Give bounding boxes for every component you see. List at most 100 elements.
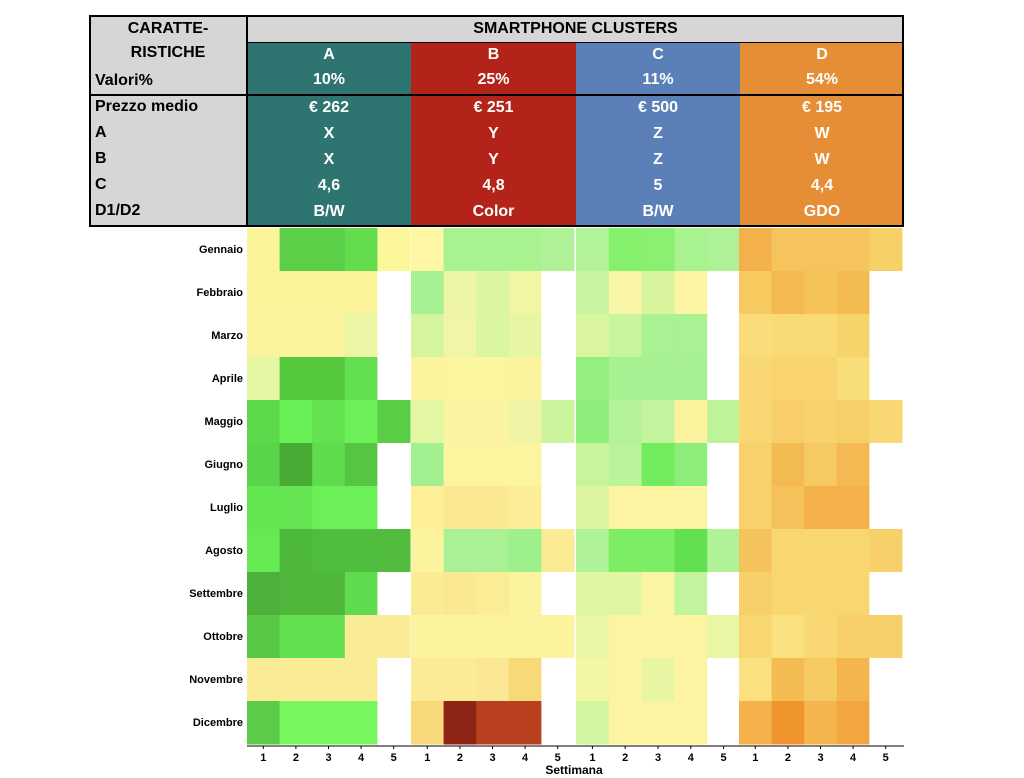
heat-cell: [576, 615, 610, 659]
heat-cell: [804, 400, 838, 444]
heat-cell: [804, 486, 838, 530]
cluster-d1d2: B/W: [313, 203, 345, 220]
heat-cell: [869, 658, 903, 702]
heat-cell: [608, 615, 643, 659]
characteristics-header: CARATTE- RISTICHE Valori%: [89, 15, 247, 95]
heat-cell: [508, 529, 542, 573]
heat-cell: [641, 615, 675, 659]
heat-cell: [674, 314, 708, 358]
heat-cell: [312, 658, 346, 702]
heat-cell: [707, 529, 741, 573]
characteristics-header-line2: RISTICHE: [130, 44, 206, 61]
heat-cell: [869, 486, 903, 530]
month-label: Gennaio: [199, 244, 243, 256]
week-label: 4: [522, 752, 529, 764]
heat-cell: [576, 443, 610, 487]
heat-cell: [476, 615, 510, 659]
week-label: 3: [489, 752, 495, 764]
heat-cell: [836, 701, 870, 745]
heat-cell: [476, 572, 510, 616]
heat-cell: [377, 615, 411, 659]
heat-cell: [576, 572, 610, 616]
heat-cell: [707, 228, 741, 272]
heat-cell: [608, 529, 643, 573]
heat-cell: [771, 486, 805, 530]
month-label: Marzo: [211, 330, 243, 342]
heat-cell: [541, 701, 575, 745]
cluster-column-a: A 10% € 262 X X 4,6 B/W: [247, 43, 411, 227]
cluster-d1d2: GDO: [803, 203, 841, 220]
week-label: 1: [424, 752, 430, 764]
table-divider-horizontal: [89, 94, 904, 96]
heat-cell: [541, 400, 575, 444]
cluster-a: X: [323, 125, 335, 142]
heat-cell: [508, 271, 542, 315]
heat-cell: [541, 314, 575, 358]
heat-cell: [247, 658, 281, 702]
heat-cell: [608, 486, 643, 530]
cluster-b: W: [814, 151, 830, 168]
heat-cell: [247, 443, 281, 487]
heat-cell: [247, 701, 281, 745]
cluster-d1d2: B/W: [642, 203, 674, 220]
row-label-prezzo-medio: Prezzo medio: [95, 98, 199, 115]
week-label: 5: [391, 752, 397, 764]
heat-cell: [411, 572, 445, 616]
heat-cell: [508, 400, 542, 444]
table-border-top: [89, 15, 904, 17]
heat-cell: [869, 400, 903, 444]
heat-cell: [443, 615, 477, 659]
heat-cell: [641, 228, 675, 272]
heat-cell: [804, 529, 838, 573]
heat-cell: [279, 400, 313, 444]
heat-cell: [804, 228, 838, 272]
heat-cell: [476, 357, 510, 401]
heat-cell: [771, 615, 805, 659]
heat-cell: [739, 357, 773, 401]
heat-cell: [411, 228, 445, 272]
heat-cell: [508, 701, 542, 745]
heat-cell: [344, 658, 378, 702]
heat-cell: [739, 486, 773, 530]
heat-cell: [707, 271, 741, 315]
heat-cell: [279, 443, 313, 487]
table-border-bottom: [89, 225, 904, 227]
heat-cell: [541, 658, 575, 702]
heat-cell: [608, 572, 643, 616]
heat-cell: [247, 357, 281, 401]
heat-cell: [377, 357, 411, 401]
heat-cell: [739, 228, 773, 272]
heat-cell: [707, 443, 741, 487]
cluster-share: 11%: [642, 71, 674, 88]
heat-cell: [869, 615, 903, 659]
month-label: Agosto: [205, 545, 243, 557]
week-label: 4: [358, 752, 365, 764]
heat-cell: [608, 400, 643, 444]
heat-cell: [344, 400, 378, 444]
heat-cell: [674, 701, 708, 745]
heat-cell: [804, 572, 838, 616]
heat-cell: [279, 529, 313, 573]
heat-cell: [377, 529, 411, 573]
week-label: 1: [589, 752, 595, 764]
heat-cell: [247, 314, 281, 358]
heat-cell: [443, 443, 477, 487]
heat-cell: [836, 486, 870, 530]
heat-cell: [674, 400, 708, 444]
heat-cell: [344, 486, 378, 530]
heat-cell: [836, 400, 870, 444]
heat-cell: [312, 400, 346, 444]
heat-cell: [344, 529, 378, 573]
heat-cell: [312, 529, 346, 573]
heat-cell: [247, 400, 281, 444]
heat-cell: [771, 228, 805, 272]
heat-cell: [739, 701, 773, 745]
heat-cell: [608, 271, 643, 315]
heat-cell: [641, 658, 675, 702]
heat-cell: [836, 228, 870, 272]
heat-cell: [739, 271, 773, 315]
heat-cell: [377, 486, 411, 530]
month-label: Novembre: [189, 674, 243, 686]
heat-cell: [377, 271, 411, 315]
heat-cell: [279, 572, 313, 616]
